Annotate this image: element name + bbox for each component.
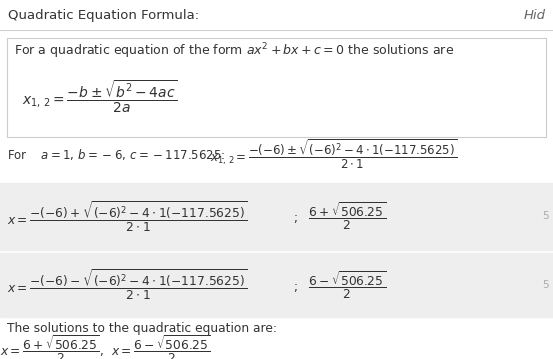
Text: $x = \dfrac{-(-6) + \sqrt{(-6)^{2} - 4 \cdot 1(-117.5625)}}{2 \cdot 1}$: $x = \dfrac{-(-6) + \sqrt{(-6)^{2} - 4 \… bbox=[7, 199, 247, 234]
Text: ;   $\dfrac{6 + \sqrt{506.25}}{2}$: ; $\dfrac{6 + \sqrt{506.25}}{2}$ bbox=[293, 201, 386, 232]
Text: $x_{1,\,2} = \dfrac{-(-6) \pm \sqrt{(-6)^{2} - 4 \cdot 1(-117.5625)}}{2 \cdot 1}: $x_{1,\,2} = \dfrac{-(-6) \pm \sqrt{(-6)… bbox=[210, 137, 457, 171]
Text: The solutions to the quadratic equation are:: The solutions to the quadratic equation … bbox=[7, 322, 276, 335]
Bar bbox=[7, 38, 546, 137]
Text: $x = \dfrac{-(-6) - \sqrt{(-6)^{2} - 4 \cdot 1(-117.5625)}}{2 \cdot 1}$: $x = \dfrac{-(-6) - \sqrt{(-6)^{2} - 4 \… bbox=[7, 267, 247, 302]
Text: Hid: Hid bbox=[523, 9, 545, 22]
Text: $x_{1,\,2} = \dfrac{-b \pm \sqrt{b^{2} - 4ac}}{2a}$: $x_{1,\,2} = \dfrac{-b \pm \sqrt{b^{2} -… bbox=[22, 79, 178, 115]
Text: For a quadratic equation of the form $ax^{2} + bx + c = 0$ the solutions are: For a quadratic equation of the form $ax… bbox=[14, 41, 454, 61]
Text: $x = \dfrac{6 + \sqrt{506.25}}{2}$,  $x = \dfrac{6 - \sqrt{506.25}}{2}$: $x = \dfrac{6 + \sqrt{506.25}}{2}$, $x =… bbox=[0, 333, 211, 359]
Text: For    $a = 1,\, b = -6,\, c = -117.5625$:: For $a = 1,\, b = -6,\, c = -117.5625$: bbox=[7, 147, 225, 162]
Text: ;   $\dfrac{6 - \sqrt{506.25}}{2}$: ; $\dfrac{6 - \sqrt{506.25}}{2}$ bbox=[293, 269, 386, 300]
Text: 5: 5 bbox=[542, 280, 549, 290]
Bar bbox=[0, 183, 553, 250]
Bar bbox=[7, 38, 546, 137]
Text: 5: 5 bbox=[542, 211, 549, 221]
Text: Quadratic Equation Formula:: Quadratic Equation Formula: bbox=[8, 9, 199, 22]
Bar bbox=[0, 253, 553, 317]
